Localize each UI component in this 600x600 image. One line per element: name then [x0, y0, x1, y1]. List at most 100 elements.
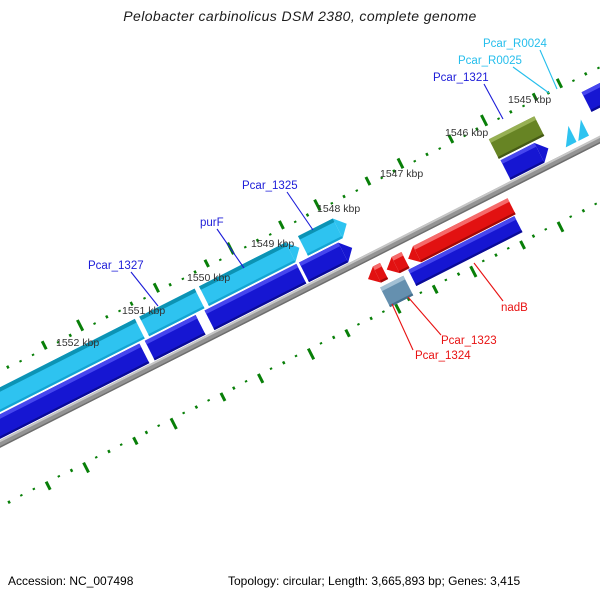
rna-gene-triangle[interactable] — [570, 119, 589, 142]
gene-label-Pcar_R0024[interactable]: Pcar_R0024 — [483, 38, 548, 50]
gene-gene-left-inner-2[interactable] — [144, 314, 206, 361]
gene-gene-left-outer[interactable] — [0, 318, 145, 425]
leader-line-Pcar_1325 — [286, 191, 314, 231]
gene-label-Pcar_R0025[interactable]: Pcar_R0025 — [458, 55, 522, 67]
gene-top-edge — [299, 242, 341, 267]
density-tick-lower — [82, 461, 90, 474]
density-tick-lower — [306, 347, 316, 360]
gene-label-Pcar_1327[interactable]: Pcar_1327 — [88, 260, 144, 272]
gene-label-Pcar_1325[interactable]: Pcar_1325 — [242, 180, 298, 192]
density-tick-upper — [475, 127, 479, 131]
gene-body[interactable] — [412, 198, 516, 263]
page-title: Pelobacter carbinolicus DSM 2380, comple… — [123, 8, 477, 24]
gene-body[interactable] — [500, 143, 545, 180]
gene-arrowhead[interactable] — [534, 139, 553, 163]
gene-top-edge — [408, 216, 517, 274]
gene-Pcar_1323[interactable] — [383, 252, 410, 278]
density-tick-upper — [438, 147, 442, 150]
rna-gene-triangle[interactable] — [558, 125, 577, 148]
gene-Pcar_1324[interactable] — [364, 262, 389, 288]
gene-arrowhead[interactable] — [332, 214, 352, 239]
gene-Pcar_R0025[interactable] — [558, 125, 577, 148]
gene-body[interactable] — [581, 69, 600, 112]
gene-body[interactable] — [144, 314, 206, 361]
density-tick-lower — [269, 367, 273, 371]
gene-bottom-edge — [380, 277, 389, 283]
scale-label-1546-kbp: 1546 kbp — [445, 127, 488, 139]
gene-body[interactable] — [199, 242, 296, 306]
gene-arrowhead[interactable] — [383, 257, 400, 278]
gene-top-edge — [488, 116, 537, 143]
gene-label-Pcar_1324[interactable]: Pcar_1324 — [415, 350, 471, 362]
gene-arrowhead[interactable] — [364, 266, 382, 288]
gene-gene-steel[interactable] — [380, 275, 414, 308]
density-tick-upper — [243, 245, 247, 249]
gene-body[interactable] — [299, 242, 349, 283]
gene-label-Pcar_1323[interactable]: Pcar_1323 — [441, 335, 497, 347]
gene-gene-corner-blue[interactable] — [581, 69, 600, 112]
gene-bottom-edge — [148, 306, 205, 337]
density-tick-lower — [44, 480, 52, 491]
leader-line-Pcar_R0025 — [512, 66, 550, 94]
density-tick-upper — [118, 309, 122, 313]
density-tick-lower — [431, 284, 439, 294]
density-tick-upper — [392, 169, 396, 174]
density-tick-upper — [396, 157, 405, 169]
gene-label-nadB[interactable]: nadB — [501, 302, 528, 314]
density-tick-lower — [69, 468, 74, 473]
density-tick-upper — [105, 314, 109, 319]
density-tick-upper — [463, 134, 467, 138]
gene-top-edge — [581, 69, 600, 96]
gene-body[interactable] — [408, 216, 523, 286]
gene-body[interactable] — [0, 318, 145, 425]
density-tick-lower — [319, 341, 323, 345]
gene-body[interactable] — [0, 343, 150, 446]
density-tick-lower — [344, 328, 351, 338]
density-tick-lower — [144, 430, 149, 435]
gene-body[interactable] — [139, 288, 205, 337]
gene-top-edge — [0, 318, 137, 409]
density-tick-upper — [40, 340, 48, 350]
gene-top-edge — [0, 343, 142, 430]
gene-body[interactable] — [488, 116, 545, 159]
gene-top-edge — [372, 262, 382, 271]
gene-gene-mid-inner[interactable] — [204, 263, 307, 331]
density-tick-upper — [447, 134, 455, 144]
density-tick-upper — [425, 152, 429, 157]
gene-nadB[interactable] — [408, 216, 523, 286]
density-tick-lower — [394, 303, 402, 314]
density-tick-upper — [218, 258, 222, 262]
gene-arrowhead[interactable] — [285, 238, 305, 263]
leader-line-Pcar_1323 — [407, 296, 442, 336]
gene-arrowhead[interactable] — [338, 238, 357, 263]
density-tick-lower — [244, 379, 248, 383]
gene-body[interactable] — [204, 263, 307, 331]
gene-label-purF[interactable]: purF — [200, 217, 224, 229]
gene-gene-1321-partner[interactable] — [500, 139, 554, 180]
gene-Pcar_1327[interactable] — [139, 288, 205, 337]
density-tick-upper — [313, 198, 322, 212]
gene-gene-1325-partner[interactable] — [299, 238, 357, 283]
backbone-shadow — [0, 107, 600, 467]
gene-arrowhead[interactable] — [404, 246, 422, 267]
gene-Pcar_1325[interactable] — [297, 214, 352, 256]
gene-top-edge — [500, 143, 537, 164]
density-tick-lower — [119, 443, 123, 447]
gene-bottom-edge — [308, 260, 349, 283]
density-tick-upper — [255, 238, 260, 243]
scale-label-1548-kbp: 1548 kbp — [317, 203, 360, 215]
gene-gene-red-long[interactable] — [404, 198, 516, 267]
density-tick-upper — [596, 66, 600, 70]
gene-bottom-edge — [213, 281, 307, 331]
density-tick-lower — [157, 424, 161, 428]
scale-label-1549-kbp: 1549 kbp — [251, 238, 294, 250]
gene-Pcar_R0024[interactable] — [570, 119, 589, 142]
backbone-highlight — [0, 102, 600, 463]
gene-gene-left-inner-1[interactable] — [0, 343, 150, 446]
gene-top-edge — [412, 198, 510, 250]
density-tick-lower — [169, 417, 178, 430]
gene-body[interactable] — [297, 218, 343, 256]
gene-Pcar_1321[interactable] — [488, 116, 545, 159]
gene-label-Pcar_1321[interactable]: Pcar_1321 — [433, 72, 489, 84]
